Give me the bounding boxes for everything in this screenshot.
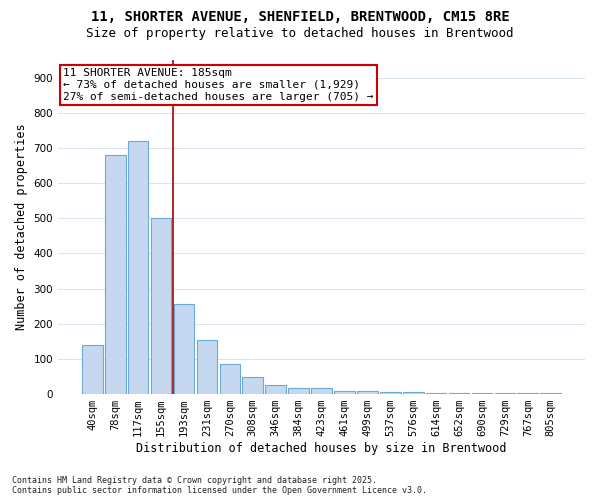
Text: 11, SHORTER AVENUE, SHENFIELD, BRENTWOOD, CM15 8RE: 11, SHORTER AVENUE, SHENFIELD, BRENTWOOD… bbox=[91, 10, 509, 24]
Bar bbox=[357, 390, 377, 394]
Bar bbox=[242, 377, 263, 394]
Bar bbox=[311, 388, 332, 394]
Y-axis label: Number of detached properties: Number of detached properties bbox=[15, 124, 28, 330]
Bar bbox=[173, 304, 194, 394]
Text: Contains HM Land Registry data © Crown copyright and database right 2025.
Contai: Contains HM Land Registry data © Crown c… bbox=[12, 476, 427, 495]
Text: Size of property relative to detached houses in Brentwood: Size of property relative to detached ho… bbox=[86, 28, 514, 40]
Bar bbox=[105, 155, 125, 394]
Bar bbox=[403, 392, 424, 394]
Bar bbox=[265, 384, 286, 394]
Bar bbox=[128, 141, 148, 394]
Bar bbox=[151, 218, 172, 394]
Text: 11 SHORTER AVENUE: 185sqm
← 73% of detached houses are smaller (1,929)
27% of se: 11 SHORTER AVENUE: 185sqm ← 73% of detac… bbox=[64, 68, 374, 102]
Bar bbox=[334, 390, 355, 394]
Bar bbox=[380, 392, 401, 394]
Bar bbox=[197, 340, 217, 394]
Bar bbox=[288, 388, 309, 394]
X-axis label: Distribution of detached houses by size in Brentwood: Distribution of detached houses by size … bbox=[136, 442, 507, 455]
Bar bbox=[82, 345, 103, 394]
Bar bbox=[220, 364, 240, 394]
